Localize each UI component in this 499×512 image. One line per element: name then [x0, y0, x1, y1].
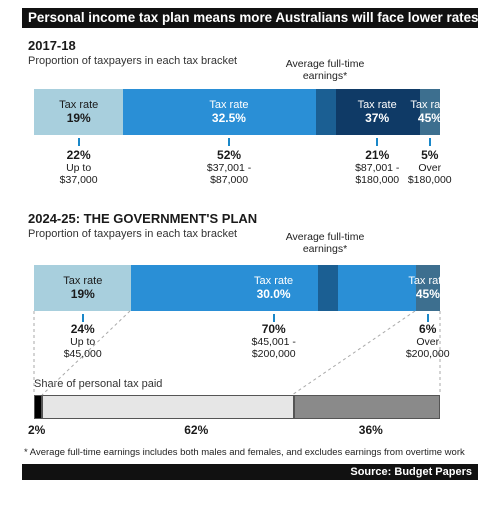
tax-rate-label: Tax rate 19% — [63, 275, 102, 301]
bracket-tick — [426, 314, 429, 322]
bracket-stat: 22% Up to $37,000 — [60, 148, 98, 186]
bracket-stat: 52% $37,001 - $87,000 — [207, 148, 251, 186]
share-segment-2 — [42, 395, 294, 419]
tax-rate-label: Tax rate 37% — [358, 99, 397, 125]
bracket-tick — [272, 314, 275, 322]
tax-rate-label: Tax rate 45% — [410, 99, 449, 125]
tax-rate-label: Tax rate 30.0% — [254, 275, 293, 301]
bracket-share-value: 24% — [70, 322, 95, 336]
bracket-segment-2 — [123, 89, 335, 135]
share-label: 62% — [184, 423, 209, 437]
section-title-2024: 2024-25: THE GOVERNMENT'S PLAN — [28, 211, 258, 226]
tax-rate-caption: Tax rate — [59, 99, 99, 111]
tax-rate-caption: Tax rate — [63, 275, 103, 287]
tax-rate-caption: Tax rate — [357, 99, 397, 111]
bracket-range-line: $37,001 - — [206, 162, 252, 174]
tax-rate-caption: Tax rate — [209, 99, 249, 111]
bracket-range-line: $45,001 - — [251, 336, 296, 348]
bracket-range-line: Up to — [66, 162, 92, 174]
tax-rate-value: 19% — [70, 287, 95, 301]
average-earnings-marker — [318, 265, 338, 311]
source-credit: Source: Budget Papers — [22, 464, 478, 480]
footnote: * Average full-time earnings includes bo… — [24, 447, 465, 458]
bracket-bar-2017 — [34, 89, 440, 135]
share-segment-3 — [293, 395, 440, 419]
tax-rate-caption: Tax rate — [410, 99, 450, 111]
tax-rate-label: Tax rate 19% — [59, 99, 98, 125]
bracket-stat: 5% Over $180,000 — [408, 148, 452, 186]
bracket-segment-1 — [34, 265, 132, 311]
tax-rate-value: 19% — [66, 111, 91, 125]
bracket-stat: 70% $45,001 - $200,000 — [252, 322, 296, 360]
bracket-stat: 21% $87,001 - $180,000 — [355, 148, 399, 186]
bracket-range-line: $37,000 — [59, 174, 98, 186]
tax-rate-value: 37% — [365, 111, 390, 125]
bracket-share-value: 52% — [217, 148, 242, 162]
bracket-stat: 6% Over $200,000 — [406, 322, 450, 360]
bracket-range-line: $87,001 - — [355, 162, 400, 174]
bracket-share-value: 6% — [419, 322, 437, 336]
bracket-tick — [77, 138, 80, 146]
bracket-segment-3 — [415, 265, 440, 311]
tax-rate-caption: Tax rate — [408, 275, 448, 287]
section-subtitle-2024: Proportion of taxpayers in each tax brac… — [28, 228, 238, 240]
tax-rate-caption: Tax rate — [254, 275, 294, 287]
bracket-tick — [376, 138, 379, 146]
connector-line — [41, 310, 131, 396]
bracket-share-value: 21% — [365, 148, 390, 162]
tax-rate-label: Tax rate 32.5% — [209, 99, 248, 125]
bracket-range-line: $180,000 — [407, 174, 452, 186]
average-earnings-note-2024: Average full-time earnings* — [285, 231, 365, 255]
bracket-bar-2024 — [34, 265, 440, 311]
bracket-share-value: 70% — [261, 322, 286, 336]
tax-rate-value: 45% — [417, 111, 442, 125]
bracket-range-line: $87,000 — [210, 174, 249, 186]
bracket-range-line: $200,000 — [405, 348, 450, 360]
average-earnings-marker — [316, 89, 336, 135]
tax-rate-value: 30.0% — [256, 287, 291, 301]
section-title-2017: 2017-18 — [28, 38, 76, 53]
connector-line — [291, 310, 416, 396]
bracket-segment-2 — [131, 265, 416, 311]
share-title: Share of personal tax paid — [34, 378, 163, 390]
bracket-segment-4 — [419, 89, 440, 135]
share-segment-1 — [34, 395, 43, 419]
section-subtitle-2017: Proportion of taxpayers in each tax brac… — [28, 55, 238, 67]
chart-title: Personal income tax plan means more Aust… — [22, 8, 478, 28]
share-label: 36% — [358, 423, 383, 437]
bracket-range-line: $200,000 — [251, 348, 296, 360]
bracket-range-line: Up to — [70, 336, 96, 348]
bracket-segment-1 — [34, 89, 124, 135]
bracket-range-line: $180,000 — [355, 174, 400, 186]
share-label: 2% — [28, 423, 46, 437]
average-earnings-note-2017: Average full-time earnings* — [285, 58, 365, 82]
bracket-range-line: $45,000 — [63, 348, 102, 360]
bracket-segment-3 — [334, 89, 420, 135]
bracket-range-line: Over — [416, 336, 440, 348]
share-bar — [34, 395, 440, 419]
bracket-stat: 24% Up to $45,000 — [64, 322, 102, 360]
bracket-tick — [227, 138, 230, 146]
bracket-share-value: 5% — [421, 148, 439, 162]
tax-rate-value: 32.5% — [211, 111, 246, 125]
tax-rate-value: 45% — [415, 287, 440, 301]
bracket-share-value: 22% — [66, 148, 91, 162]
bracket-tick — [81, 314, 84, 322]
tax-rate-label: Tax rate 45% — [408, 275, 447, 301]
bracket-tick — [428, 138, 431, 146]
bracket-range-line: Over — [418, 162, 442, 174]
